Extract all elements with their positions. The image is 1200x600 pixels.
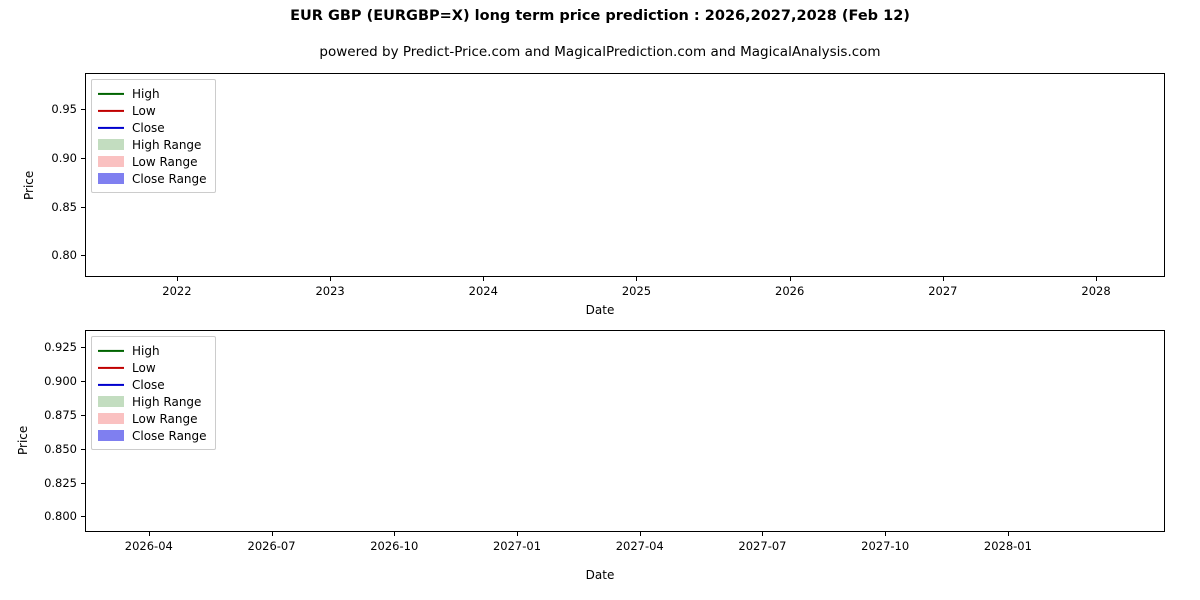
legend-label: Low — [132, 360, 156, 375]
y-tick-mark — [81, 346, 85, 348]
legend-label: Close Range — [132, 428, 207, 443]
x-tick-mark — [1096, 277, 1098, 281]
legend-item-low[interactable]: Low — [98, 359, 207, 376]
x-tick-label: 2027-07 — [738, 539, 787, 553]
x-tick-label: 2026-04 — [124, 539, 173, 553]
legend-label: Low — [132, 103, 156, 118]
legend-item-low-range[interactable]: Low Range — [98, 153, 207, 170]
x-tick-mark — [789, 277, 791, 281]
legend-label: Low Range — [132, 411, 198, 426]
y-tick-label: 0.85 — [51, 199, 77, 214]
legend-item-close[interactable]: Close — [98, 119, 207, 136]
x-tick-mark — [942, 277, 944, 281]
legend-swatch-close — [98, 379, 124, 390]
y-tick-label: 0.875 — [44, 407, 77, 422]
legend-swatch-low-range — [98, 413, 124, 424]
x-tick-label: 2022 — [162, 284, 192, 298]
legend-swatch-low — [98, 105, 124, 116]
legend-item-close-range[interactable]: Close Range — [98, 170, 207, 187]
legend-swatch-low-range — [98, 156, 124, 167]
x-tick-mark — [762, 532, 764, 536]
legend-swatch-high-range — [98, 139, 124, 150]
x-tick-label: 2026-07 — [247, 539, 296, 553]
x-tick-label: 2025 — [621, 284, 652, 298]
y-tick-mark — [81, 414, 85, 416]
x-tick-label: 2024 — [468, 284, 498, 298]
x-tick-label: 2026-10 — [370, 539, 419, 553]
x-tick-mark — [1007, 532, 1009, 536]
x-tick-mark — [176, 277, 178, 281]
legend-label: High Range — [132, 394, 202, 409]
y-tick-label: 0.925 — [44, 339, 77, 354]
x-tick-label: 2027 — [928, 284, 958, 298]
legend-item-high-range[interactable]: High Range — [98, 136, 207, 153]
legend-label: Close — [132, 120, 165, 135]
legend-item-low-range[interactable]: Low Range — [98, 410, 207, 427]
x-tick-mark — [636, 277, 638, 281]
y-tick-label: 0.80 — [51, 248, 77, 263]
legend-label: Close Range — [132, 171, 207, 186]
x-tick-mark — [885, 532, 887, 536]
x-tick-mark — [483, 277, 485, 281]
y-tick-label: 0.800 — [44, 509, 77, 524]
legend-label: Low Range — [132, 154, 198, 169]
legend-label: Close — [132, 377, 165, 392]
y-tick-label: 0.900 — [44, 373, 77, 388]
y-tick-mark — [81, 206, 85, 208]
upper-y-axis-label: Price — [22, 170, 36, 200]
legend-swatch-close-range — [98, 430, 124, 441]
x-tick-mark — [148, 532, 150, 536]
x-tick-label: 2028-01 — [983, 539, 1032, 553]
upper-plot-frame — [85, 73, 1165, 277]
page-title: EUR GBP (EURGBP=X) long term price predi… — [290, 8, 910, 24]
x-tick-label: 2023 — [315, 284, 345, 298]
upper-chart-panel: Predict-Price.comPredict-Price.comPredic… — [85, 73, 1165, 277]
legend-item-high[interactable]: High — [98, 342, 207, 359]
legend-swatch-close-range — [98, 173, 124, 184]
y-tick-label: 0.95 — [51, 102, 77, 117]
lower-chart-panel: Predict-Price.comPredict-Price.comPredic… — [85, 330, 1165, 532]
y-tick-mark — [81, 448, 85, 450]
y-tick-mark — [81, 482, 85, 484]
y-tick-mark — [81, 380, 85, 382]
legend-label: High — [132, 86, 160, 101]
legend-swatch-close — [98, 122, 124, 133]
x-tick-label: 2027-10 — [861, 539, 910, 553]
legend-item-close-range[interactable]: Close Range — [98, 427, 207, 444]
x-tick-label: 2026 — [775, 284, 805, 298]
y-tick-mark — [81, 516, 85, 518]
legend-swatch-high-range — [98, 396, 124, 407]
legend-item-low[interactable]: Low — [98, 102, 207, 119]
y-tick-mark — [81, 255, 85, 257]
upper-legend: High Low Close High Range Low Range Close Ran… — [91, 79, 216, 193]
x-tick-label: 2027-01 — [492, 539, 542, 553]
x-tick-label: 2027-04 — [615, 539, 664, 553]
legend-swatch-high — [98, 345, 124, 356]
legend-item-close[interactable]: Close — [98, 376, 207, 393]
lower-x-axis-label: Date — [585, 568, 615, 582]
legend-item-high-range[interactable]: High Range — [98, 393, 207, 410]
x-tick-mark — [271, 532, 273, 536]
y-tick-mark — [81, 158, 85, 159]
x-tick-mark — [517, 532, 518, 536]
legend-swatch-low — [98, 362, 124, 373]
y-tick-label: 0.850 — [44, 441, 77, 456]
legend-label: High — [132, 343, 160, 358]
page-subtitle: powered by Predict-Price.com and Magical… — [319, 44, 881, 60]
x-tick-mark — [330, 277, 332, 281]
lower-y-axis-label: Price — [16, 425, 30, 455]
lower-legend: High Low Close High Range Low Range Close Ran… — [91, 336, 216, 450]
x-tick-mark — [639, 532, 641, 536]
upper-x-axis-label: Date — [585, 303, 615, 317]
lower-plot-frame — [85, 330, 1165, 532]
legend-swatch-high — [98, 88, 124, 99]
legend-label: High Range — [132, 137, 202, 152]
y-tick-label: 0.90 — [51, 151, 77, 165]
y-tick-mark — [81, 109, 85, 111]
y-tick-label: 0.825 — [44, 475, 77, 490]
legend-item-high[interactable]: High — [98, 85, 207, 102]
x-tick-label: 2028 — [1081, 284, 1111, 298]
x-tick-mark — [394, 532, 396, 536]
